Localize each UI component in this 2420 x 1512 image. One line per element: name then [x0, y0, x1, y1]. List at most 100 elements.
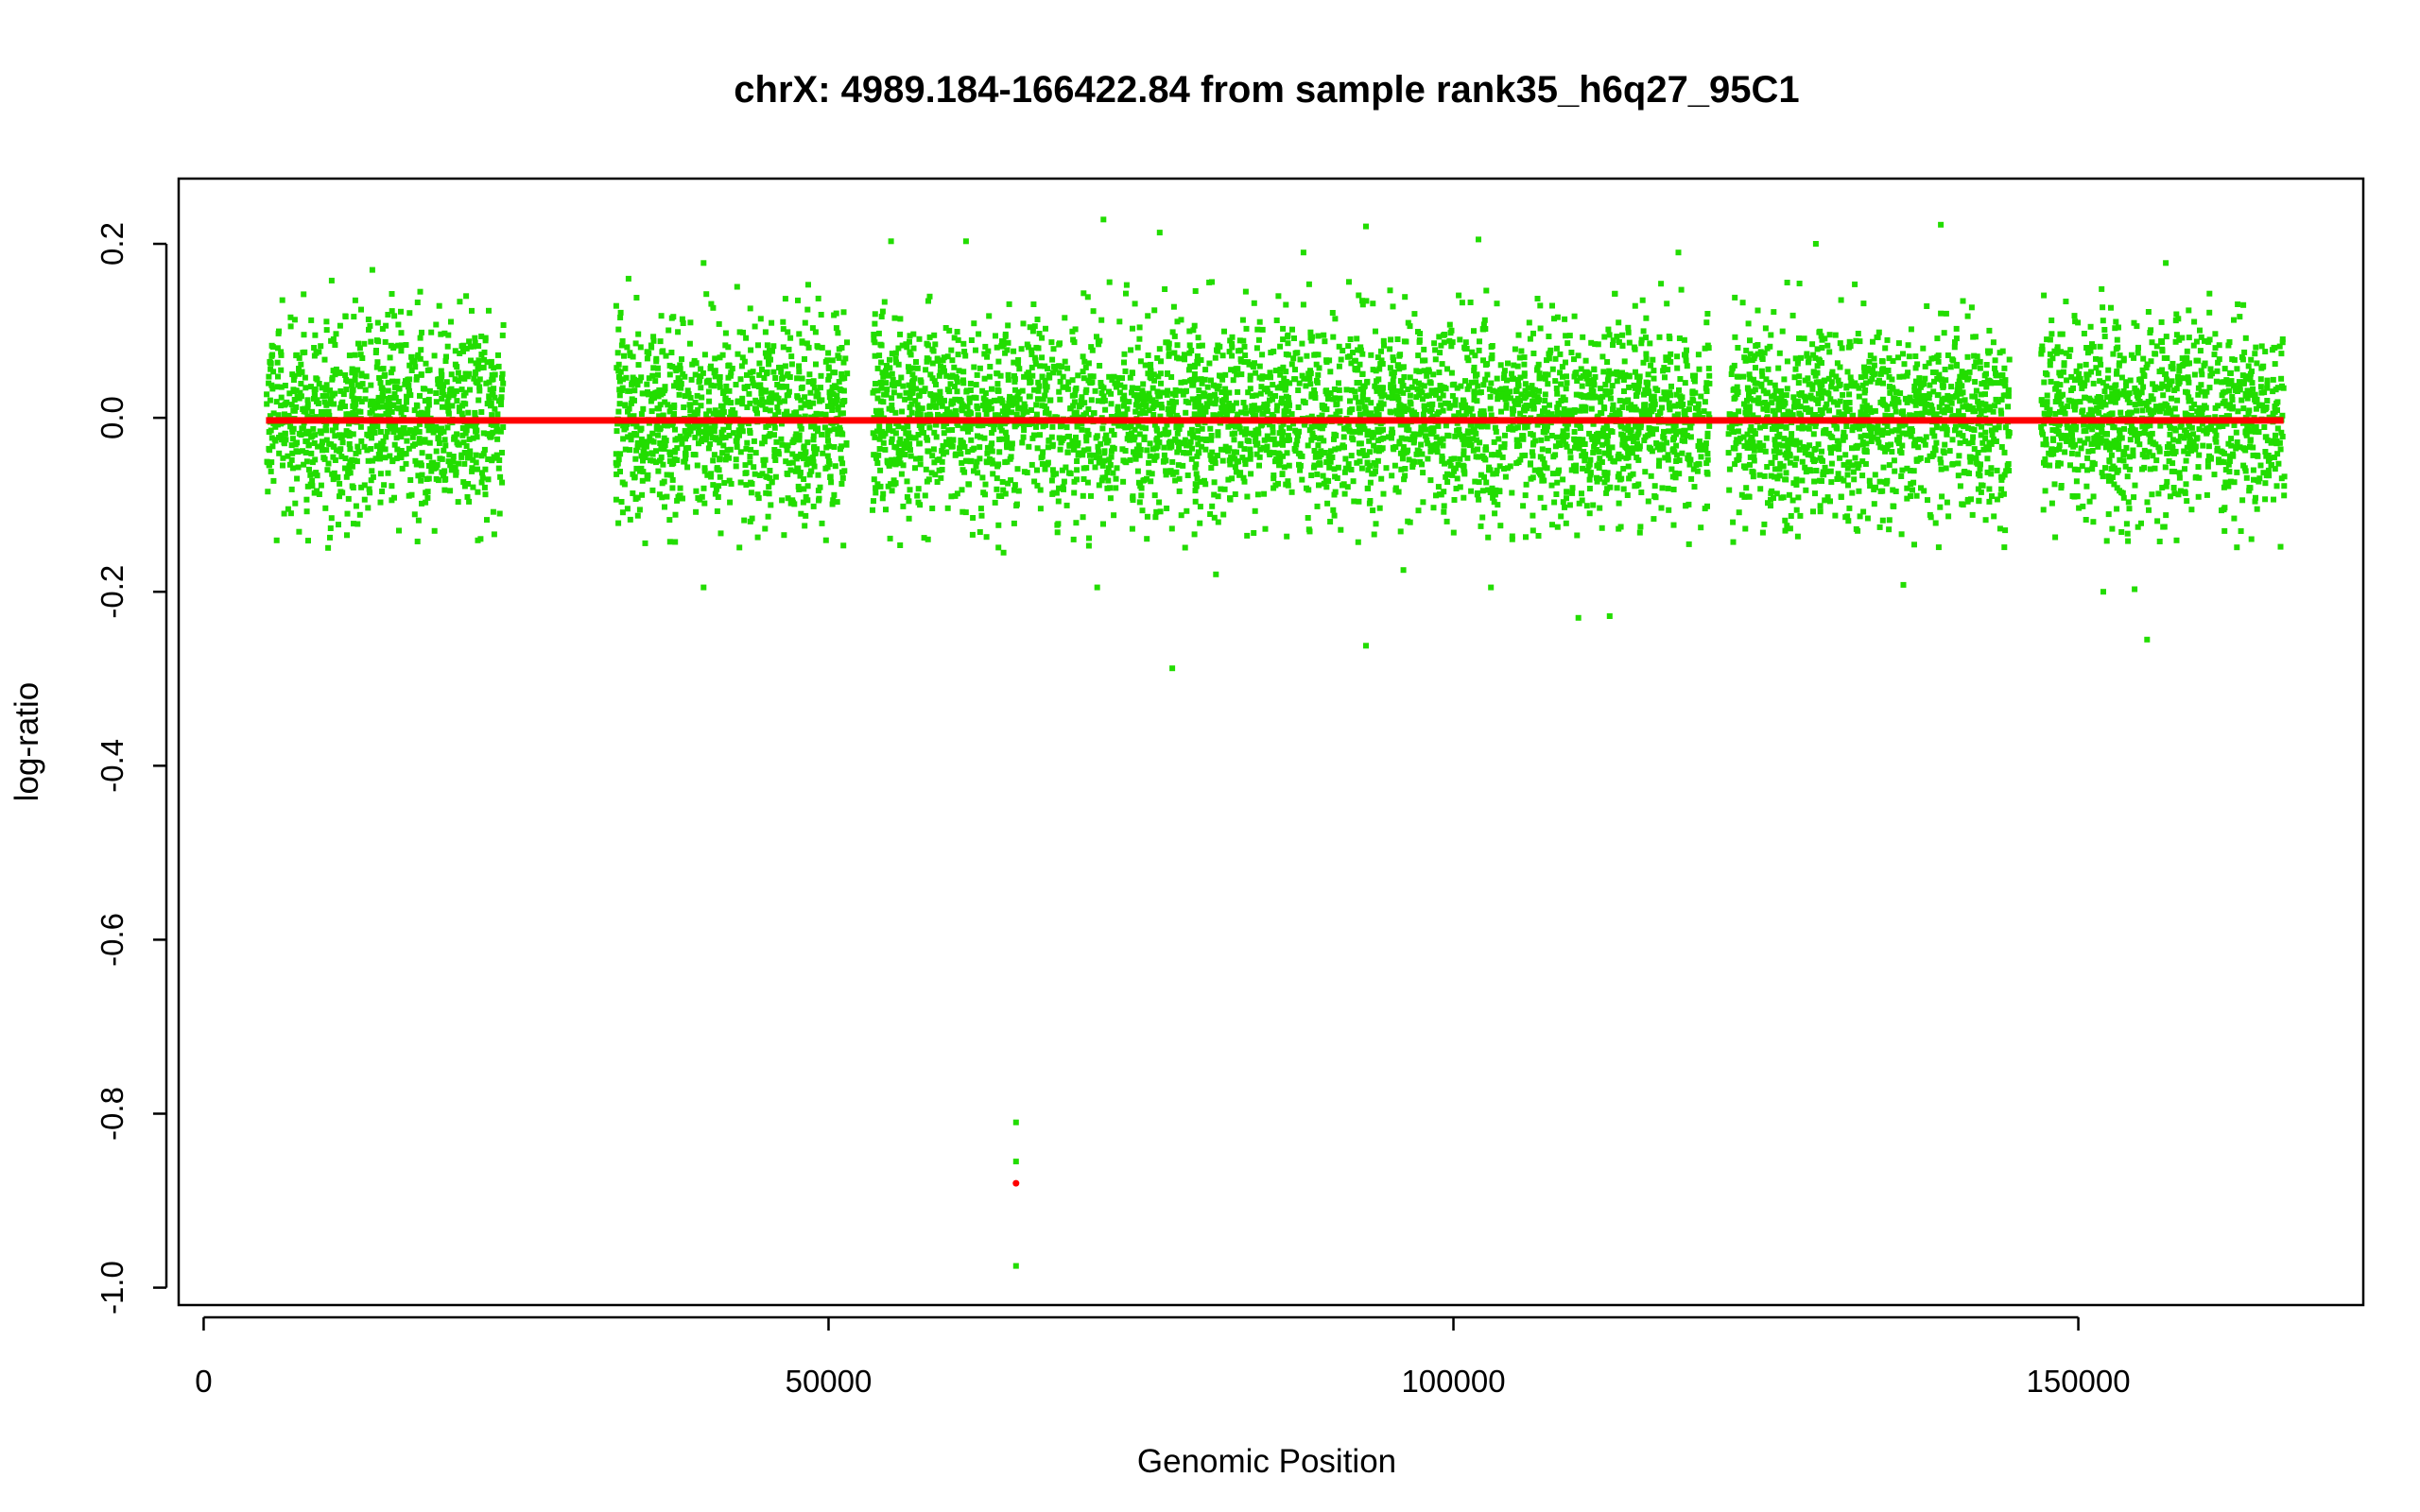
- probe-point: [1270, 436, 1277, 442]
- probe-point: [748, 446, 754, 453]
- probe-point: [796, 487, 803, 492]
- probe-point: [327, 525, 334, 531]
- probe-point: [278, 394, 285, 401]
- probe-point: [1601, 405, 1608, 412]
- probe-point: [352, 371, 358, 378]
- probe-point: [705, 388, 712, 395]
- probe-point: [933, 382, 939, 387]
- probe-point: [765, 513, 771, 520]
- probe-point: [1270, 348, 1277, 354]
- probe-point: [1403, 436, 1409, 442]
- probe-point: [964, 449, 971, 455]
- probe-point: [1453, 486, 1460, 491]
- probe-point: [644, 438, 650, 445]
- probe-point: [1576, 437, 1582, 443]
- probe-point: [1164, 370, 1170, 377]
- probe-point: [1373, 368, 1379, 374]
- probe-point: [453, 472, 459, 478]
- probe-point: [474, 434, 480, 440]
- probe-point: [1270, 472, 1277, 478]
- probe-point: [495, 465, 502, 472]
- probe-point: [365, 317, 372, 322]
- probe-point: [1489, 485, 1495, 491]
- probe-point: [1426, 367, 1432, 373]
- probe-point: [762, 329, 769, 335]
- probe-point: [1520, 503, 1527, 509]
- probe-point: [435, 435, 441, 441]
- probe-point: [465, 409, 472, 416]
- probe-point: [937, 388, 943, 395]
- probe-point: [1146, 470, 1152, 476]
- probe-point: [312, 432, 319, 438]
- probe-point: [1235, 388, 1241, 395]
- probe-point: [638, 453, 645, 459]
- probe-point: [265, 489, 271, 495]
- probe-point: [890, 428, 896, 435]
- probe-point: [478, 352, 485, 357]
- probe-point: [661, 435, 667, 441]
- probe-point: [303, 458, 310, 465]
- probe-point: [481, 356, 488, 363]
- probe-point: [1336, 445, 1341, 452]
- probe-point: [1567, 448, 1574, 455]
- probe-point: [355, 340, 361, 347]
- probe-point: [962, 509, 969, 516]
- probe-point: [481, 484, 488, 490]
- probe-point: [1496, 488, 1503, 494]
- probe-point: [871, 498, 876, 505]
- probe-point: [354, 521, 361, 527]
- probe-point: [729, 366, 735, 371]
- probe-point: [1390, 354, 1396, 361]
- probe-point: [1616, 455, 1622, 462]
- probe-point: [296, 528, 302, 535]
- probe-point: [1616, 407, 1622, 414]
- probe-point: [1101, 397, 1108, 404]
- probe-point: [637, 427, 644, 434]
- probe-point: [460, 479, 467, 486]
- probe-point: [1176, 425, 1183, 432]
- probe-point: [1314, 377, 1320, 384]
- probe-point: [962, 457, 969, 464]
- probe-point: [1217, 372, 1222, 379]
- probe-point: [1070, 536, 1077, 542]
- probe-point: [1136, 431, 1143, 438]
- probe-point: [894, 381, 901, 387]
- probe-point: [409, 434, 416, 440]
- probe-point: [917, 377, 924, 384]
- probe-point: [1499, 454, 1506, 460]
- probe-point: [1467, 300, 1474, 305]
- probe-point: [1049, 356, 1056, 363]
- probe-point: [287, 323, 294, 330]
- probe-point: [1143, 396, 1150, 403]
- probe-point: [1111, 512, 1117, 519]
- probe-point: [1326, 454, 1333, 460]
- probe-point: [940, 451, 946, 457]
- probe-point: [711, 452, 717, 458]
- probe-point: [1139, 424, 1146, 431]
- probe-point: [1067, 405, 1074, 412]
- probe-point: [797, 470, 804, 475]
- probe-point: [423, 360, 429, 367]
- probe-point: [480, 430, 487, 437]
- probe-point: [658, 313, 665, 319]
- probe-point: [464, 493, 471, 500]
- probe-point: [1665, 452, 1671, 458]
- probe-point: [1089, 379, 1096, 386]
- probe-point: [934, 456, 941, 463]
- probe-point: [1207, 425, 1214, 432]
- probe-point: [1234, 371, 1240, 378]
- probe-point: [477, 365, 484, 371]
- probe-point: [1520, 433, 1527, 439]
- probe-point: [467, 448, 474, 455]
- probe-point: [687, 395, 694, 401]
- probe-point: [311, 395, 317, 402]
- probe-point: [1501, 444, 1508, 451]
- probe-point: [786, 413, 793, 420]
- probe-point: [435, 477, 441, 484]
- probe-point: [1656, 457, 1663, 464]
- probe-point: [1327, 448, 1334, 455]
- probe-point: [642, 455, 648, 461]
- probe-point: [1405, 518, 1411, 524]
- probe-point: [780, 344, 786, 351]
- probe-point: [1260, 404, 1267, 410]
